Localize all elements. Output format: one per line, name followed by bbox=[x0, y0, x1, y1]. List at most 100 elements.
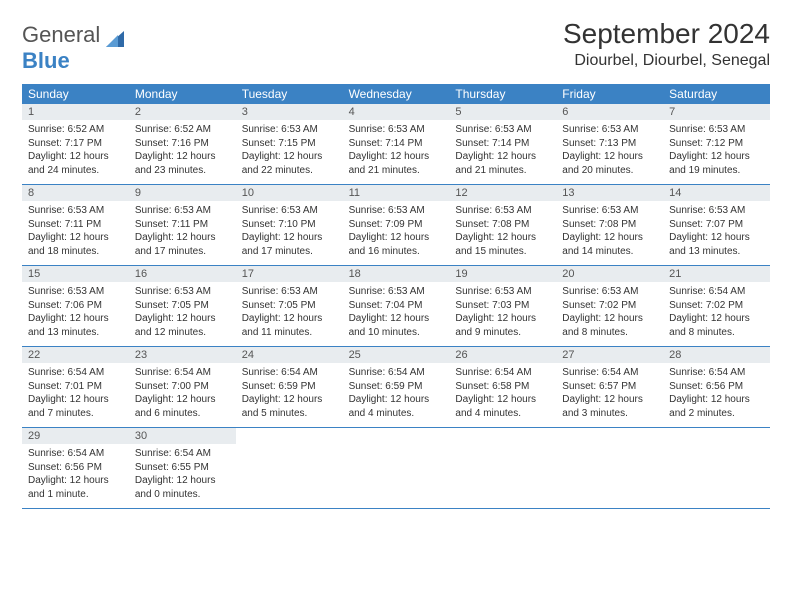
day-body: Sunrise: 6:54 AMSunset: 6:56 PMDaylight:… bbox=[663, 363, 770, 426]
day-cell bbox=[343, 428, 450, 508]
sunset-text: Sunset: 7:11 PM bbox=[28, 218, 123, 232]
day-cell bbox=[449, 428, 556, 508]
day-number: 22 bbox=[22, 347, 129, 363]
weekday-friday: Friday bbox=[556, 84, 663, 104]
daylight-text: Daylight: 12 hours and 13 minutes. bbox=[28, 312, 123, 339]
day-number: 30 bbox=[129, 428, 236, 444]
day-body: Sunrise: 6:54 AMSunset: 7:01 PMDaylight:… bbox=[22, 363, 129, 426]
daylight-text: Daylight: 12 hours and 14 minutes. bbox=[562, 231, 657, 258]
daylight-text: Daylight: 12 hours and 19 minutes. bbox=[669, 150, 764, 177]
day-cell: 7Sunrise: 6:53 AMSunset: 7:12 PMDaylight… bbox=[663, 104, 770, 184]
day-number: 1 bbox=[22, 104, 129, 120]
sunset-text: Sunset: 7:15 PM bbox=[242, 137, 337, 151]
header: General Blue September 2024 Diourbel, Di… bbox=[22, 18, 770, 74]
sunrise-text: Sunrise: 6:52 AM bbox=[135, 123, 230, 137]
sunrise-text: Sunrise: 6:54 AM bbox=[669, 285, 764, 299]
day-cell: 12Sunrise: 6:53 AMSunset: 7:08 PMDayligh… bbox=[449, 185, 556, 265]
sunset-text: Sunset: 7:06 PM bbox=[28, 299, 123, 313]
day-cell: 1Sunrise: 6:52 AMSunset: 7:17 PMDaylight… bbox=[22, 104, 129, 184]
sunrise-text: Sunrise: 6:53 AM bbox=[349, 123, 444, 137]
sunset-text: Sunset: 6:55 PM bbox=[135, 461, 230, 475]
day-body: Sunrise: 6:53 AMSunset: 7:14 PMDaylight:… bbox=[343, 120, 450, 183]
sunrise-text: Sunrise: 6:53 AM bbox=[242, 123, 337, 137]
day-number: 26 bbox=[449, 347, 556, 363]
sunset-text: Sunset: 7:08 PM bbox=[455, 218, 550, 232]
day-body: Sunrise: 6:53 AMSunset: 7:08 PMDaylight:… bbox=[556, 201, 663, 264]
weekday-header-row: Sunday Monday Tuesday Wednesday Thursday… bbox=[22, 84, 770, 104]
day-body: Sunrise: 6:53 AMSunset: 7:05 PMDaylight:… bbox=[129, 282, 236, 345]
day-cell: 10Sunrise: 6:53 AMSunset: 7:10 PMDayligh… bbox=[236, 185, 343, 265]
daylight-text: Daylight: 12 hours and 8 minutes. bbox=[562, 312, 657, 339]
sunset-text: Sunset: 7:09 PM bbox=[349, 218, 444, 232]
day-number: 16 bbox=[129, 266, 236, 282]
day-body: Sunrise: 6:52 AMSunset: 7:17 PMDaylight:… bbox=[22, 120, 129, 183]
location: Diourbel, Diourbel, Senegal bbox=[563, 52, 770, 70]
calendar: Sunday Monday Tuesday Wednesday Thursday… bbox=[22, 84, 770, 509]
sunset-text: Sunset: 7:14 PM bbox=[349, 137, 444, 151]
day-body: Sunrise: 6:53 AMSunset: 7:13 PMDaylight:… bbox=[556, 120, 663, 183]
sunrise-text: Sunrise: 6:54 AM bbox=[242, 366, 337, 380]
sunset-text: Sunset: 7:10 PM bbox=[242, 218, 337, 232]
daylight-text: Daylight: 12 hours and 0 minutes. bbox=[135, 474, 230, 501]
daylight-text: Daylight: 12 hours and 5 minutes. bbox=[242, 393, 337, 420]
sunrise-text: Sunrise: 6:53 AM bbox=[135, 285, 230, 299]
day-cell: 30 Sunrise: 6:54 AMSunset: 6:55 PMDayligh… bbox=[129, 428, 236, 508]
day-cell: 25Sunrise: 6:54 AMSunset: 6:59 PMDayligh… bbox=[343, 347, 450, 427]
logo-text-general: General bbox=[22, 22, 100, 47]
sunrise-text: Sunrise: 6:54 AM bbox=[455, 366, 550, 380]
day-cell: 14Sunrise: 6:53 AMSunset: 7:07 PMDayligh… bbox=[663, 185, 770, 265]
sunset-text: Sunset: 7:13 PM bbox=[562, 137, 657, 151]
day-cell: 6Sunrise: 6:53 AMSunset: 7:13 PMDaylight… bbox=[556, 104, 663, 184]
day-number: 5 bbox=[449, 104, 556, 120]
sunset-text: Sunset: 7:05 PM bbox=[135, 299, 230, 313]
sunrise-text: Sunrise: 6:52 AM bbox=[28, 123, 123, 137]
day-body: Sunrise: 6:53 AMSunset: 7:12 PMDaylight:… bbox=[663, 120, 770, 183]
sunrise-text: Sunrise: 6:54 AM bbox=[135, 447, 230, 461]
sunrise-text: Sunrise: 6:54 AM bbox=[28, 366, 123, 380]
sunset-text: Sunset: 7:00 PM bbox=[135, 380, 230, 394]
daylight-text: Daylight: 12 hours and 10 minutes. bbox=[349, 312, 444, 339]
day-cell bbox=[236, 428, 343, 508]
day-number: 18 bbox=[343, 266, 450, 282]
day-body: Sunrise: 6:52 AMSunset: 7:16 PMDaylight:… bbox=[129, 120, 236, 183]
sunrise-text: Sunrise: 6:53 AM bbox=[562, 123, 657, 137]
day-number: 29 bbox=[22, 428, 129, 444]
day-number: 23 bbox=[129, 347, 236, 363]
day-body: Sunrise: 6:53 AMSunset: 7:05 PMDaylight:… bbox=[236, 282, 343, 345]
sunrise-text: Sunrise: 6:53 AM bbox=[349, 285, 444, 299]
sunrise-text: Sunrise: 6:53 AM bbox=[669, 123, 764, 137]
sunrise-text: Sunrise: 6:54 AM bbox=[28, 447, 123, 461]
day-body: Sunrise: 6:54 AMSunset: 7:02 PMDaylight:… bbox=[663, 282, 770, 345]
day-cell: 26Sunrise: 6:54 AMSunset: 6:58 PMDayligh… bbox=[449, 347, 556, 427]
day-body: Sunrise: 6:53 AMSunset: 7:10 PMDaylight:… bbox=[236, 201, 343, 264]
day-cell bbox=[663, 428, 770, 508]
day-number: 13 bbox=[556, 185, 663, 201]
day-body: Sunrise: 6:53 AMSunset: 7:02 PMDaylight:… bbox=[556, 282, 663, 345]
day-body: Sunrise: 6:53 AMSunset: 7:04 PMDaylight:… bbox=[343, 282, 450, 345]
day-number: 3 bbox=[236, 104, 343, 120]
weeks-container: 1Sunrise: 6:52 AMSunset: 7:17 PMDaylight… bbox=[22, 104, 770, 509]
daylight-text: Daylight: 12 hours and 17 minutes. bbox=[242, 231, 337, 258]
day-cell: 8Sunrise: 6:53 AMSunset: 7:11 PMDaylight… bbox=[22, 185, 129, 265]
sunrise-text: Sunrise: 6:54 AM bbox=[669, 366, 764, 380]
sunrise-text: Sunrise: 6:53 AM bbox=[28, 204, 123, 218]
day-cell bbox=[556, 428, 663, 508]
day-number: 11 bbox=[343, 185, 450, 201]
day-cell: 23Sunrise: 6:54 AMSunset: 7:00 PMDayligh… bbox=[129, 347, 236, 427]
day-number: 27 bbox=[556, 347, 663, 363]
sunrise-text: Sunrise: 6:54 AM bbox=[562, 366, 657, 380]
daylight-text: Daylight: 12 hours and 16 minutes. bbox=[349, 231, 444, 258]
sunrise-text: Sunrise: 6:53 AM bbox=[455, 285, 550, 299]
sunset-text: Sunset: 7:05 PM bbox=[242, 299, 337, 313]
day-number: 8 bbox=[22, 185, 129, 201]
day-body: Sunrise: 6:53 AMSunset: 7:07 PMDaylight:… bbox=[663, 201, 770, 264]
daylight-text: Daylight: 12 hours and 9 minutes. bbox=[455, 312, 550, 339]
day-number: 10 bbox=[236, 185, 343, 201]
daylight-text: Daylight: 12 hours and 24 minutes. bbox=[28, 150, 123, 177]
sunrise-text: Sunrise: 6:53 AM bbox=[28, 285, 123, 299]
logo-sail-icon bbox=[104, 29, 128, 55]
day-body: Sunrise: 6:53 AMSunset: 7:14 PMDaylight:… bbox=[449, 120, 556, 183]
daylight-text: Daylight: 12 hours and 13 minutes. bbox=[669, 231, 764, 258]
day-number: 21 bbox=[663, 266, 770, 282]
day-body: Sunrise: 6:53 AMSunset: 7:09 PMDaylight:… bbox=[343, 201, 450, 264]
